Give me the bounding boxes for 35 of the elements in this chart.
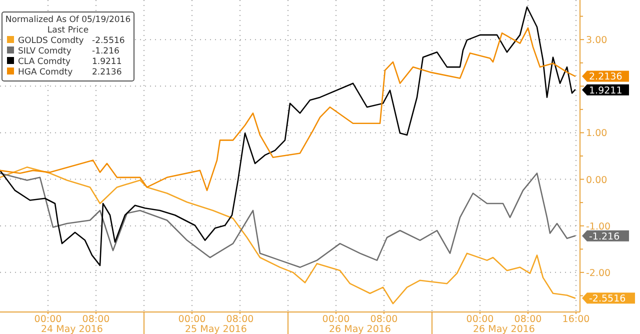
- x-tick-label: 08:00: [82, 314, 110, 325]
- text: 1.9211: [92, 57, 122, 67]
- x-tick-label: 16:00: [562, 314, 590, 325]
- y-tick-label: -1.00: [586, 221, 611, 232]
- y-tick-label: 0.00: [586, 174, 608, 186]
- data-label: 2.2136: [589, 72, 622, 83]
- text: 26 May 2016: [329, 324, 391, 334]
- line-series: [0, 6, 576, 266]
- text: 25 May 2016: [185, 324, 247, 334]
- text: -2.5516: [92, 36, 125, 46]
- data-label: 1.9211: [589, 85, 622, 96]
- x-tick-label: 08:00: [226, 314, 254, 325]
- text: 26 May 2016: [473, 324, 535, 334]
- legend-label: SILV Comdty: [18, 46, 72, 56]
- x-tick-label: 00:00: [34, 314, 62, 325]
- legend-label: GOLDS Comdty: [18, 36, 84, 46]
- y-tick-label: -2.00: [586, 268, 611, 279]
- y-tick-label: 3.00: [586, 35, 608, 46]
- text: -1.216: [92, 46, 120, 56]
- text: 24 May 2016: [41, 324, 103, 334]
- x-tick-label: 08:00: [514, 314, 542, 325]
- data-label: -1.216: [589, 231, 620, 242]
- line-series: [0, 172, 576, 268]
- data-label: -2.5516: [589, 294, 626, 305]
- x-tick-label: 00:00: [178, 314, 206, 325]
- legend-label: HGA Comdty: [18, 68, 73, 78]
- line-series: [0, 27, 576, 192]
- line-series: [0, 166, 576, 304]
- legend-label: CLA Comdty: [18, 57, 71, 67]
- x-tick-label: 00:00: [466, 314, 494, 325]
- text: 2.2136: [92, 68, 122, 78]
- y-tick-label: 1.00: [586, 128, 608, 140]
- legend-title: Normalized As Of 05/19/2016 Last Price: [5, 15, 131, 36]
- x-tick-label: 00:00: [322, 314, 350, 325]
- x-tick-label: 08:00: [370, 314, 398, 325]
